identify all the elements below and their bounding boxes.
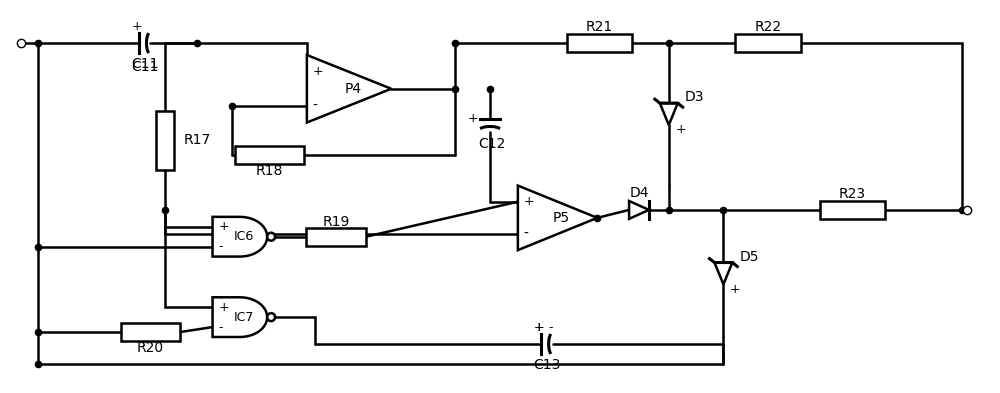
Text: P5: P5 (553, 211, 570, 225)
Text: -: - (219, 321, 223, 334)
Text: C11: C11 (131, 57, 158, 71)
Polygon shape (213, 297, 267, 337)
Text: -: - (219, 240, 223, 253)
Text: R22: R22 (755, 20, 782, 34)
Bar (735, 34, 801, 52)
Text: -: - (524, 227, 529, 241)
Text: R18: R18 (256, 164, 283, 178)
Text: R23: R23 (839, 187, 866, 201)
Text: +: + (730, 283, 741, 296)
Text: D5: D5 (739, 250, 759, 264)
Text: -: - (548, 321, 553, 334)
Polygon shape (307, 55, 391, 123)
Text: C11: C11 (131, 60, 158, 74)
Circle shape (267, 233, 275, 241)
Polygon shape (660, 103, 678, 125)
Text: R17: R17 (183, 133, 211, 147)
Text: D3: D3 (685, 90, 704, 104)
Text: R20: R20 (137, 341, 164, 355)
Polygon shape (629, 201, 649, 219)
Text: IC6: IC6 (234, 230, 254, 243)
Text: +: + (131, 20, 142, 33)
Bar (121, 323, 180, 341)
Text: +: + (468, 112, 479, 125)
Text: P4: P4 (344, 82, 362, 96)
Bar (820, 201, 885, 219)
Text: +: + (533, 321, 544, 334)
Text: +: + (313, 65, 323, 78)
Polygon shape (714, 263, 732, 285)
Text: R19: R19 (322, 215, 350, 229)
Text: IC7: IC7 (234, 310, 254, 324)
Text: C12: C12 (478, 138, 506, 151)
Text: +: + (533, 321, 544, 334)
Polygon shape (518, 185, 597, 250)
Text: +: + (219, 220, 229, 233)
Text: +: + (219, 301, 229, 314)
Bar (235, 146, 304, 164)
Bar (306, 228, 366, 246)
Text: D4: D4 (629, 186, 649, 200)
Circle shape (267, 313, 275, 321)
Bar (567, 34, 632, 52)
Bar (156, 110, 174, 170)
Text: C13: C13 (533, 358, 560, 372)
Text: R21: R21 (586, 20, 613, 34)
Polygon shape (213, 217, 267, 257)
Text: +: + (675, 123, 686, 136)
Text: +: + (524, 195, 534, 208)
Text: -: - (313, 99, 318, 113)
